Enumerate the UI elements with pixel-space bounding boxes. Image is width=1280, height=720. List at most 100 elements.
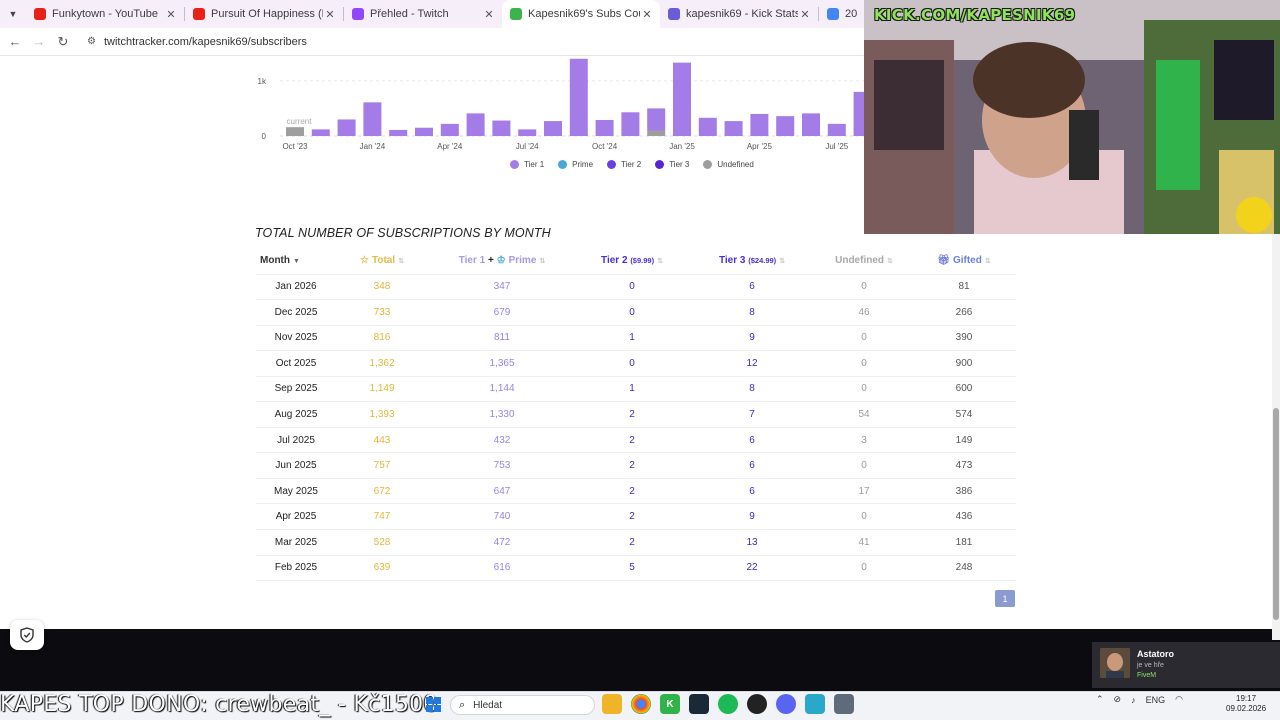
table-cell-tier1: 753 bbox=[428, 452, 576, 479]
site-info-icon[interactable]: ⚙ bbox=[87, 36, 96, 47]
tab-separator bbox=[184, 7, 185, 21]
browser-tab[interactable]: kapesnik69 - Kick Stats, Analytics✕ bbox=[660, 0, 818, 28]
section-title: TOTAL NUMBER OF SUBSCRIPTIONS BY MONTH bbox=[255, 226, 551, 240]
steam-icon[interactable] bbox=[689, 694, 709, 714]
webcam-overlay bbox=[864, 0, 1280, 234]
table-cell-tier1: 616 bbox=[428, 554, 576, 582]
table-row: Oct 2025 1,362 1,365 0 12 0 900 bbox=[256, 350, 1016, 377]
scrollbar-thumb[interactable] bbox=[1273, 408, 1279, 620]
calculator-icon[interactable] bbox=[834, 694, 854, 714]
table-cell-tier1: 679 bbox=[428, 299, 576, 326]
taskbar-apps: K bbox=[602, 694, 854, 714]
legend-item[interactable]: Tier 2 bbox=[607, 160, 641, 169]
browser-tab[interactable]: Kapesnik69's Subs Count and Stats✕ bbox=[502, 0, 660, 28]
x-tick-label: Jan '24 bbox=[360, 142, 386, 151]
close-tab-icon[interactable]: ✕ bbox=[484, 8, 494, 21]
legend-label: Tier 3 bbox=[669, 160, 690, 169]
table-cell-tier3: 7 bbox=[688, 401, 816, 428]
clock-date: 09.02.2026 bbox=[1226, 704, 1267, 713]
table-cell-total: 733 bbox=[336, 299, 428, 326]
browser-tab[interactable]: Přehled - Twitch ✕ bbox=[344, 0, 502, 28]
close-tab-icon[interactable]: ✕ bbox=[800, 8, 810, 21]
x-tick-label: Oct '24 bbox=[592, 142, 618, 151]
table-cell-gifted: 390 bbox=[912, 324, 1016, 351]
table-cell-undefined: 46 bbox=[816, 299, 912, 326]
microphone-icon[interactable]: ♪ bbox=[1131, 694, 1136, 705]
close-tab-icon[interactable]: ✕ bbox=[166, 8, 176, 21]
table-row: Jan 2026 348 347 0 6 0 81 bbox=[256, 273, 1016, 300]
page-scrollbar[interactable] bbox=[1272, 56, 1280, 640]
taskbar-search[interactable]: ⌕ Hledat bbox=[450, 695, 595, 715]
table-cell-tier1: 472 bbox=[428, 528, 576, 556]
spotify-icon[interactable] bbox=[718, 694, 738, 714]
legend-swatch bbox=[655, 160, 665, 169]
bar-tier1 bbox=[311, 129, 330, 136]
privacy-shield-button[interactable] bbox=[10, 620, 44, 650]
table-cell-tier1: 647 bbox=[428, 477, 576, 504]
close-tab-icon[interactable]: ✕ bbox=[642, 8, 652, 21]
column-header-tier1-label: Tier 1 bbox=[458, 255, 486, 267]
column-header-tier2[interactable]: Tier 2 ($9.99) ⇅ bbox=[576, 248, 688, 274]
table-row: Mar 2025 528 472 2 13 41 181 bbox=[256, 528, 1016, 556]
search-icon: ⌕ bbox=[459, 698, 466, 711]
bar-tier1 bbox=[518, 129, 537, 136]
table-cell-tier3: 6 bbox=[688, 477, 816, 504]
table-cell-tier2: 2 bbox=[576, 503, 688, 530]
shield-check-icon bbox=[20, 627, 34, 643]
tab-list: Funkytown - YouTube ✕ Pursuit Of Happiness… bbox=[26, 0, 867, 28]
chevron-up-icon[interactable]: ⌃ bbox=[1096, 694, 1104, 704]
back-button[interactable]: ← bbox=[8, 34, 22, 49]
table-cell-tier3: 12 bbox=[688, 350, 816, 377]
table-cell-month: Jan 2026 bbox=[256, 273, 336, 300]
plus-sign: + bbox=[488, 255, 494, 267]
bar-tier1 bbox=[621, 112, 640, 136]
wifi-icon[interactable]: ◠ bbox=[1175, 694, 1183, 704]
table-cell-gifted: 386 bbox=[912, 477, 1016, 504]
file-explorer-icon[interactable] bbox=[602, 694, 622, 714]
table-cell-tier3: 6 bbox=[688, 452, 816, 479]
chrome-icon[interactable] bbox=[631, 694, 651, 714]
browser-tab[interactable]: Funkytown - YouTube ✕ bbox=[26, 0, 184, 28]
browser-tab[interactable]: Pursuit Of Happiness (Nightmare)✕ bbox=[185, 0, 343, 28]
legend-item[interactable]: Undefined bbox=[703, 160, 754, 169]
discord-icon[interactable] bbox=[776, 694, 796, 714]
tab-search-button[interactable]: ▼ bbox=[8, 9, 18, 19]
friend-activity-notification[interactable]: Astatoro je ve hře FiveM bbox=[1092, 642, 1280, 688]
column-header-undefined[interactable]: Undefined ⇅ bbox=[816, 248, 912, 274]
pagination-page-1[interactable]: 1 bbox=[995, 590, 1015, 607]
network-off-icon[interactable]: ⊘ bbox=[1113, 694, 1122, 704]
column-header-tier1-prime[interactable]: Tier 1 + ♔ Prime ⇅ bbox=[428, 248, 576, 274]
legend-label: Tier 1 bbox=[524, 160, 545, 169]
table-cell-month: Dec 2025 bbox=[256, 299, 336, 326]
language-indicator[interactable]: ENG bbox=[1145, 694, 1166, 705]
address-bar[interactable]: ⚙ twitchtracker.com/kapesnik69/subscribe… bbox=[79, 31, 315, 53]
column-header-tier3[interactable]: Tier 3 ($24.99) ⇅ bbox=[688, 248, 816, 274]
table-cell-gifted: 900 bbox=[912, 350, 1016, 377]
table-row: Feb 2025 639 616 5 22 0 248 bbox=[256, 554, 1016, 582]
forward-button[interactable]: → bbox=[32, 34, 46, 49]
column-header-gifted[interactable]: 🎁︎ Gifted ⇅ bbox=[912, 248, 1016, 274]
chart-legend: Tier 1 Prime Tier 2 Tier 3 Undefined bbox=[510, 160, 754, 169]
column-header-tier3-label: Tier 3 bbox=[718, 255, 746, 267]
kick-icon[interactable]: K bbox=[660, 694, 680, 714]
column-header-undefined-label: Undefined bbox=[835, 255, 884, 267]
legend-swatch bbox=[510, 160, 519, 169]
legend-item[interactable]: Prime bbox=[558, 160, 593, 169]
legend-item[interactable]: Tier 3 bbox=[655, 160, 689, 169]
app-icon[interactable] bbox=[805, 694, 825, 714]
table-cell-month: Feb 2025 bbox=[256, 554, 336, 582]
browser-tab[interactable]: 20 usd bbox=[819, 0, 867, 28]
column-header-month[interactable]: Month ▼ bbox=[256, 248, 336, 274]
taskbar-clock[interactable]: 19:17 09.02.2026 bbox=[1226, 694, 1266, 714]
legend-item[interactable]: Tier 1 bbox=[510, 160, 544, 169]
table-cell-gifted: 81 bbox=[912, 273, 1016, 300]
table-cell-gifted: 181 bbox=[912, 528, 1016, 556]
column-header-total[interactable]: ☆ Total ⇅ bbox=[336, 248, 428, 274]
bar-tier1 bbox=[544, 121, 562, 136]
table-body: Jan 2026 348 347 0 6 0 81 Dec 2025 733 679 0 8 46 266… bbox=[256, 273, 1016, 582]
windows-start-icon[interactable] bbox=[426, 697, 441, 712]
table-cell-tier2: 0 bbox=[576, 273, 688, 300]
reload-button[interactable]: ↻ bbox=[57, 33, 69, 49]
obs-icon[interactable] bbox=[747, 694, 767, 714]
close-tab-icon[interactable]: ✕ bbox=[325, 8, 335, 21]
